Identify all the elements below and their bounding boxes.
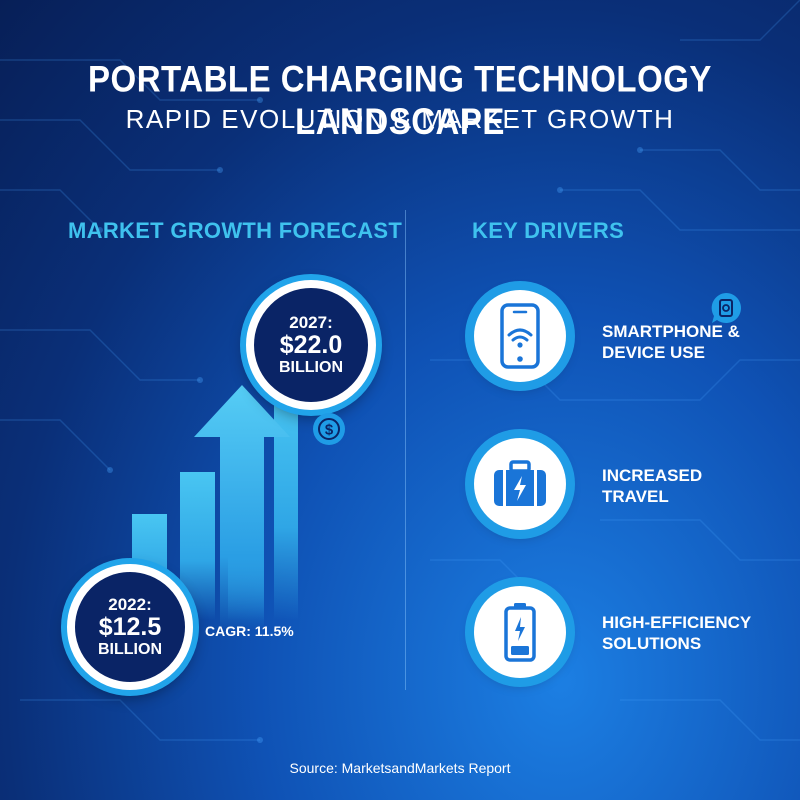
end-value-bubble: 2027: $22.0 BILLION — [246, 280, 376, 410]
dollar-globe-icon: $ — [313, 413, 345, 445]
start-unit: BILLION — [98, 641, 162, 659]
start-year: 2022: — [108, 594, 152, 614]
page-title: PORTABLE CHARGING TECHNOLOGY LANDSCAPE — [88, 58, 712, 142]
driver-efficiency-label: HIGH-EFFICIENCY SOLUTIONS — [602, 613, 751, 654]
start-amount: $12.5 — [98, 613, 162, 642]
start-value-bubble: 2022: $12.5 BILLION — [67, 564, 193, 690]
driver-travel-circle — [474, 438, 566, 530]
svg-text:$: $ — [325, 422, 334, 439]
driver-smartphone-label: SMARTPHONE & DEVICE USE — [602, 322, 740, 363]
battery-icon — [504, 603, 536, 662]
drivers-section-title: KEY DRIVERS — [472, 218, 625, 243]
driver-smartphone-circle — [474, 290, 566, 382]
device-chat-icon — [711, 293, 741, 323]
page-subtitle: RAPID EVOLUTION & MARKET GROWTH — [125, 104, 675, 134]
growth-arrow-icon — [194, 385, 290, 630]
end-amount: $22.0 — [279, 331, 343, 360]
smartphone-icon — [500, 303, 540, 369]
source-footer: Source: MarketsandMarkets Report — [289, 760, 511, 776]
growth-section-title: MARKET GROWTH FORECAST — [68, 218, 403, 243]
end-unit: BILLION — [279, 359, 343, 377]
driver-travel-label: INCREASED TRAVEL — [602, 466, 703, 507]
suitcase-icon — [494, 460, 546, 506]
section-divider — [405, 210, 406, 690]
driver-efficiency-circle — [474, 586, 566, 678]
cagr-label: CAGR: 11.5% — [205, 623, 294, 639]
growth-bar-2 — [180, 472, 215, 620]
end-year: 2027: — [289, 312, 333, 332]
